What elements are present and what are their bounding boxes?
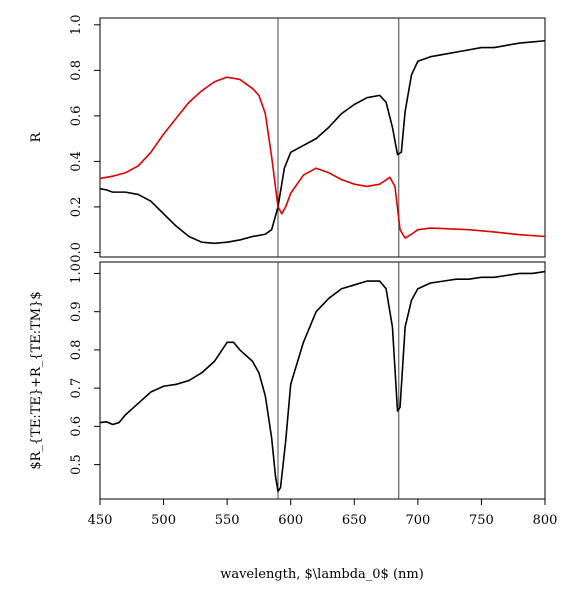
y-axis-title-bottom: $R_{TE:TE}+R_{TE:TM}$ <box>29 291 44 469</box>
y-tick-label-top-1: 0.2 <box>69 197 84 218</box>
panel-bottom: 0.5 0.6 0.7 0.8 0.9 1.0 $R_{TE:TE}+R_{TE:TM}$ <box>29 261 546 500</box>
plot-frame-top <box>99 17 546 258</box>
y-tick-label-bottom-1: 0.6 <box>69 416 84 437</box>
y-tick-label-top-3: 0.6 <box>69 106 84 127</box>
y-tick-label-bottom-0: 0.5 <box>69 454 84 475</box>
series-line-top-1 <box>99 76 546 239</box>
series-line-bottom-0 <box>99 270 546 493</box>
y-tick-label-top-0: 0.0 <box>69 242 84 263</box>
x-axis-title: wavelength, $\lambda_0$ (nm) <box>220 567 424 582</box>
x-tick-label-1: 500 <box>151 513 176 528</box>
x-tick-label-2: 550 <box>215 513 240 528</box>
plot-frame-bottom <box>99 261 546 500</box>
y-axis-title-top: R <box>29 131 44 142</box>
y-tick-label-bottom-5: 1.0 <box>69 263 84 284</box>
y-tick-label-bottom-4: 0.9 <box>69 301 84 322</box>
y-tick-label-top-5: 1.0 <box>69 14 84 35</box>
y-tick-label-bottom-3: 0.8 <box>69 340 84 361</box>
x-tick-label-4: 650 <box>342 513 367 528</box>
x-tick-label-7: 800 <box>533 513 558 528</box>
y-tick-label-bottom-2: 0.7 <box>69 378 84 399</box>
y-tick-label-top-4: 0.8 <box>69 60 84 81</box>
series-line-top-0 <box>99 39 546 245</box>
x-tick-label-5: 700 <box>405 513 430 528</box>
x-tick-label-6: 750 <box>469 513 494 528</box>
panel-top: 0.0 0.2 0.4 0.6 0.8 1.0 R <box>29 14 546 263</box>
x-axis: 450 500 550 600 650 700 750 800 <box>88 499 558 528</box>
x-tick-label-0: 450 <box>88 513 113 528</box>
y-tick-label-top-2: 0.4 <box>69 151 84 172</box>
x-tick-label-3: 600 <box>278 513 303 528</box>
